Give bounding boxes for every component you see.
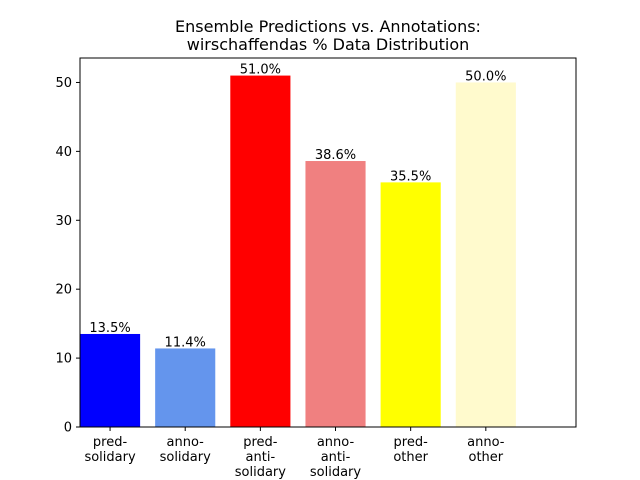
x-tick-label: pred-other (393, 435, 428, 465)
bar (380, 182, 441, 427)
y-axis: 0 10 20 30 40 50 (55, 76, 80, 436)
bar-value-label: 51.0% (240, 63, 281, 78)
bar (455, 82, 516, 427)
y-tick-label: 40 (55, 145, 72, 160)
plot-frame (79, 57, 577, 428)
x-tick-label: anno-solidary (160, 435, 212, 465)
bars (80, 75, 516, 428)
y-tick-label: 30 (55, 214, 72, 229)
chart-title-line-1: Ensemble Predictions vs. Annotations: (175, 17, 481, 36)
bar-value-label: 11.4% (165, 335, 206, 350)
bar (230, 75, 291, 428)
x-tick-label: anno-anti-solidary (310, 435, 362, 480)
y-tick-label: 0 (64, 421, 72, 436)
bar-value-labels: 13.5% 11.4% 51.0% 38.6% 35.5% 50.0% (89, 63, 506, 351)
chart-title-line-2: wirschaffendas % Data Distribution (187, 35, 470, 54)
bar-value-label: 50.0% (465, 69, 506, 84)
y-tick-label: 50 (55, 76, 72, 91)
bar (155, 348, 216, 427)
bar (80, 333, 141, 427)
x-axis: pred-solidary anno-solidary pred-anti-soli… (84, 427, 505, 480)
y-tick-label: 20 (55, 283, 72, 298)
bar-value-label: 38.6% (315, 148, 356, 163)
x-tick-label: anno-other (467, 435, 505, 465)
x-tick-label: pred-solidary (84, 435, 136, 465)
x-tick-label: pred-anti-solidary (235, 435, 287, 480)
y-tick-label: 10 (55, 352, 72, 367)
bar (305, 161, 366, 428)
bar-value-label: 13.5% (89, 321, 130, 336)
bar-value-label: 35.5% (390, 169, 431, 184)
